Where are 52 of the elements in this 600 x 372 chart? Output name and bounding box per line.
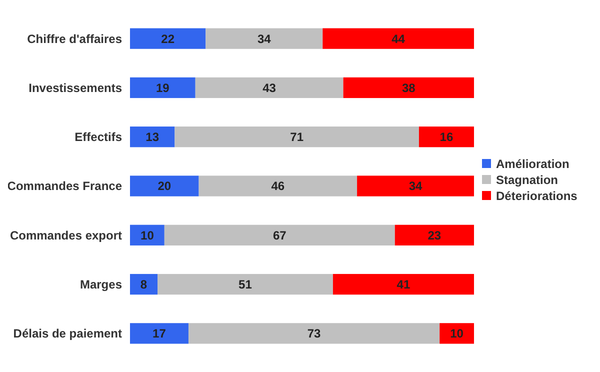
y-tick-label: Délais de paiement (13, 326, 122, 341)
y-tick-label: Investissements (28, 80, 122, 95)
bar (130, 176, 199, 196)
bar (130, 274, 158, 295)
data-label: 17 (152, 326, 166, 341)
bar (158, 274, 333, 295)
bar (343, 77, 474, 98)
bar (130, 224, 164, 246)
data-label: 73 (307, 326, 322, 341)
bar (130, 126, 175, 148)
data-label: 34 (408, 179, 423, 194)
bar (440, 323, 474, 344)
data-label: 44 (392, 32, 406, 46)
bar (130, 323, 188, 344)
data-label: 34 (257, 32, 272, 46)
bar (332, 274, 474, 295)
data-label: 71 (290, 130, 304, 144)
y-tick-label: Commandes export (10, 228, 122, 242)
bar (198, 176, 358, 196)
bar (322, 28, 474, 49)
y-tick-label: Marges (80, 277, 122, 292)
data-label: 67 (272, 228, 287, 242)
bar (394, 224, 474, 246)
data-label: 8 (140, 277, 148, 292)
bar (418, 126, 474, 148)
y-tick-label: Chiffre d'affaires (27, 32, 122, 46)
legend-label: Déteriorations (496, 189, 578, 204)
bar (130, 77, 196, 98)
bar (174, 126, 419, 148)
data-label: 20 (158, 179, 172, 194)
bar (130, 28, 206, 49)
data-label: 13 (146, 130, 160, 144)
legend-label: Amélioration (496, 157, 570, 172)
data-label: 16 (440, 130, 454, 144)
data-label: 43 (262, 80, 276, 95)
bar (206, 28, 323, 49)
bar (164, 224, 395, 246)
data-label: 19 (156, 80, 170, 95)
data-label: 10 (450, 326, 464, 341)
bar (195, 77, 344, 98)
data-label: 22 (161, 32, 175, 46)
y-tick-label: Commandes France (7, 179, 122, 194)
data-label: 10 (140, 228, 154, 242)
y-tick-label: Effectifs (74, 130, 122, 144)
data-label: 23 (428, 228, 442, 242)
data-label: 38 (402, 80, 416, 95)
data-label: 51 (238, 277, 252, 292)
data-label: 46 (271, 179, 285, 194)
bar (357, 176, 474, 196)
data-label: 41 (396, 277, 410, 292)
bar (188, 323, 440, 344)
legend-label: Stagnation (496, 173, 558, 188)
